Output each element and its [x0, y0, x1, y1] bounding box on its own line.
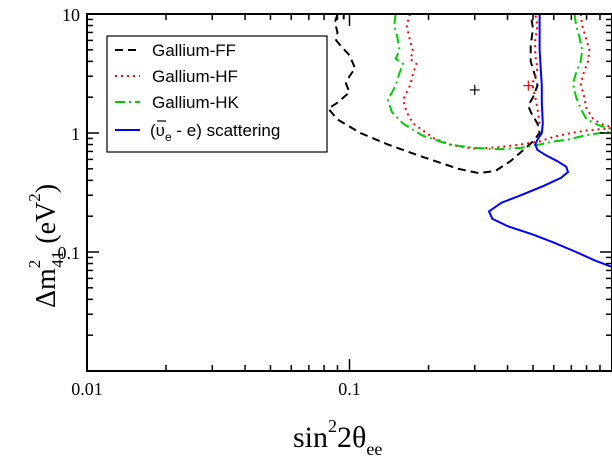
y-tick-label: 1 [71, 124, 80, 144]
best-fit-marker-0 [469, 84, 480, 95]
x-axis-title: sin22θee [293, 416, 382, 459]
y-axis-title-ev: (eV [31, 202, 62, 251]
x-axis-title-2theta: 2θ [337, 421, 366, 454]
y-axis-title-dm: Δm [31, 268, 62, 308]
legend-label-gallium-ff: Gallium-FF [152, 41, 236, 60]
best-fit-markers [469, 80, 534, 95]
legend: Gallium-FF Gallium-HF Gallium-HK (υe - e… [106, 35, 328, 153]
x-tick-label: 0.1 [338, 379, 361, 399]
contour-curves [326, 13, 612, 268]
series-gallium-hf-segment-2 [579, 13, 612, 129]
y-axis-title-sub: 41 [48, 251, 67, 268]
best-fit-marker-1 [523, 80, 534, 91]
series-gallium-hf-segment-1 [532, 13, 541, 124]
x-axis-title-sin: sin [293, 421, 328, 454]
legend-scattering-text: - e) scattering [172, 121, 281, 140]
x-axis-title-sub: ee [366, 439, 382, 459]
series-gallium-hk-segment-1 [571, 13, 612, 130]
legend-label-gallium-hf: Gallium-HF [152, 67, 238, 86]
legend-box [106, 35, 328, 153]
legend-antineutrino-symbol: υ [156, 121, 165, 140]
y-tick-label: 0.1 [58, 243, 81, 263]
axis-ticks [87, 14, 612, 371]
y-axis-title: Δm2 41 (eV2) [25, 184, 67, 308]
legend-label-gallium-hk: Gallium-HK [152, 93, 240, 112]
series-gallium-hk-segment-0 [386, 13, 612, 151]
series-gallium-hf-segment-0 [402, 13, 612, 150]
series-scattering-segment-0 [487, 14, 612, 268]
x-tick-label: 0.01 [71, 379, 103, 399]
legend-label-scattering: (υe - e) scattering [150, 121, 280, 144]
tick-labels: 0.01 0.1 0.1 1 10 [58, 5, 361, 399]
y-axis-title-sup1: 2 [25, 260, 44, 269]
legend-subscript-e: e [165, 130, 172, 144]
y-axis-title-sup2: 2 [25, 193, 44, 202]
legend-paren-open: ( [150, 121, 156, 140]
x-axis-title-sup: 2 [328, 416, 337, 436]
y-axis-title-close: ) [31, 184, 62, 193]
series-gallium-ff-segment-0 [326, 13, 541, 175]
y-tick-label: 10 [62, 5, 80, 25]
